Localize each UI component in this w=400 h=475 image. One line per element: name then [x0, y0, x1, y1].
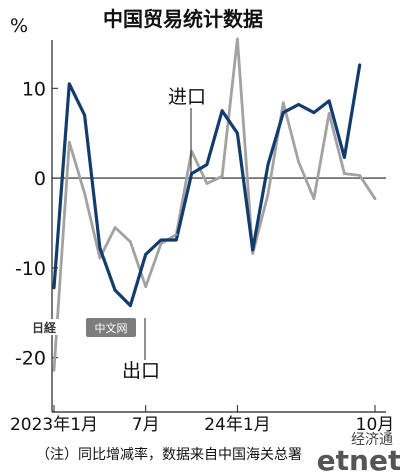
- watermark-logo-bg: [28, 319, 82, 335]
- data-point-imports: [251, 252, 255, 255]
- data-point-exports: [281, 111, 285, 114]
- data-point-exports: [113, 288, 117, 292]
- data-point-imports: [312, 197, 316, 201]
- data-point-imports: [205, 182, 209, 185]
- watermark: 日経 中文网: [28, 318, 136, 337]
- data-point-exports: [343, 156, 346, 159]
- data-point-exports: [220, 109, 224, 113]
- data-point-imports: [220, 174, 224, 178]
- data-point-exports: [98, 246, 102, 250]
- data-point-imports: [174, 233, 178, 236]
- data-point-exports: [236, 131, 239, 135]
- data-point-exports: [297, 103, 300, 106]
- data-point-imports: [297, 160, 300, 164]
- y-tick-label: -10: [15, 258, 46, 280]
- x-tick-label: 2023年1月: [10, 415, 98, 435]
- data-point-imports: [327, 112, 331, 115]
- series-line-imports: [52, 37, 377, 372]
- y-tick-label: -20: [15, 348, 46, 370]
- brand-line2: etnet: [317, 444, 400, 475]
- data-point-imports: [98, 256, 102, 260]
- watermark-badge: [86, 318, 136, 337]
- data-point-imports: [159, 242, 163, 245]
- data-point-imports: [373, 197, 377, 201]
- data-point-imports: [343, 172, 346, 175]
- data-point-exports: [251, 248, 255, 252]
- data-point-exports: [174, 238, 178, 242]
- data-point-imports: [52, 368, 56, 372]
- x-tick-label: 7月: [132, 415, 160, 435]
- data-point-imports: [113, 226, 117, 229]
- data-point-imports: [129, 240, 132, 244]
- x-tick-label: 24年1月: [204, 415, 270, 435]
- chart-title: 中国贸易统计数据: [103, 7, 263, 31]
- data-point-imports: [144, 285, 148, 289]
- data-point-imports: [358, 174, 362, 177]
- data-point-exports: [159, 238, 163, 242]
- watermark-logo: 日経: [32, 320, 57, 335]
- data-point-imports: [83, 192, 86, 195]
- x-tick-label: 10月: [356, 415, 395, 435]
- data-point-exports: [266, 163, 270, 166]
- data-point-exports: [67, 82, 71, 86]
- y-tick-label: 10: [22, 78, 46, 100]
- chart-note: （注）同比增减率，数据来自中国海关总署: [36, 446, 302, 463]
- y-unit-label: %: [10, 15, 28, 37]
- data-point-imports: [236, 37, 239, 41]
- data-point-exports: [144, 253, 148, 256]
- data-point-exports: [83, 113, 86, 117]
- data-point-exports: [129, 304, 132, 307]
- data-point-imports: [281, 101, 285, 104]
- data-point-imports: [67, 140, 71, 144]
- data-point-exports: [327, 99, 331, 103]
- watermark-text: 中文网: [95, 321, 128, 335]
- data-point-exports: [52, 286, 56, 289]
- data-point-exports: [312, 111, 316, 114]
- data-point-exports: [358, 63, 362, 67]
- y-tick-label: 0: [34, 168, 46, 190]
- brand-line1: 经济通: [351, 432, 393, 448]
- brand-logo: 经济通 etnet: [317, 432, 400, 475]
- data-point-exports: [205, 163, 209, 166]
- data-point-imports: [266, 192, 270, 196]
- series-line-exports: [52, 63, 362, 308]
- annotation-exports: 出口: [122, 360, 160, 382]
- annotation-imports: 进口: [168, 86, 206, 108]
